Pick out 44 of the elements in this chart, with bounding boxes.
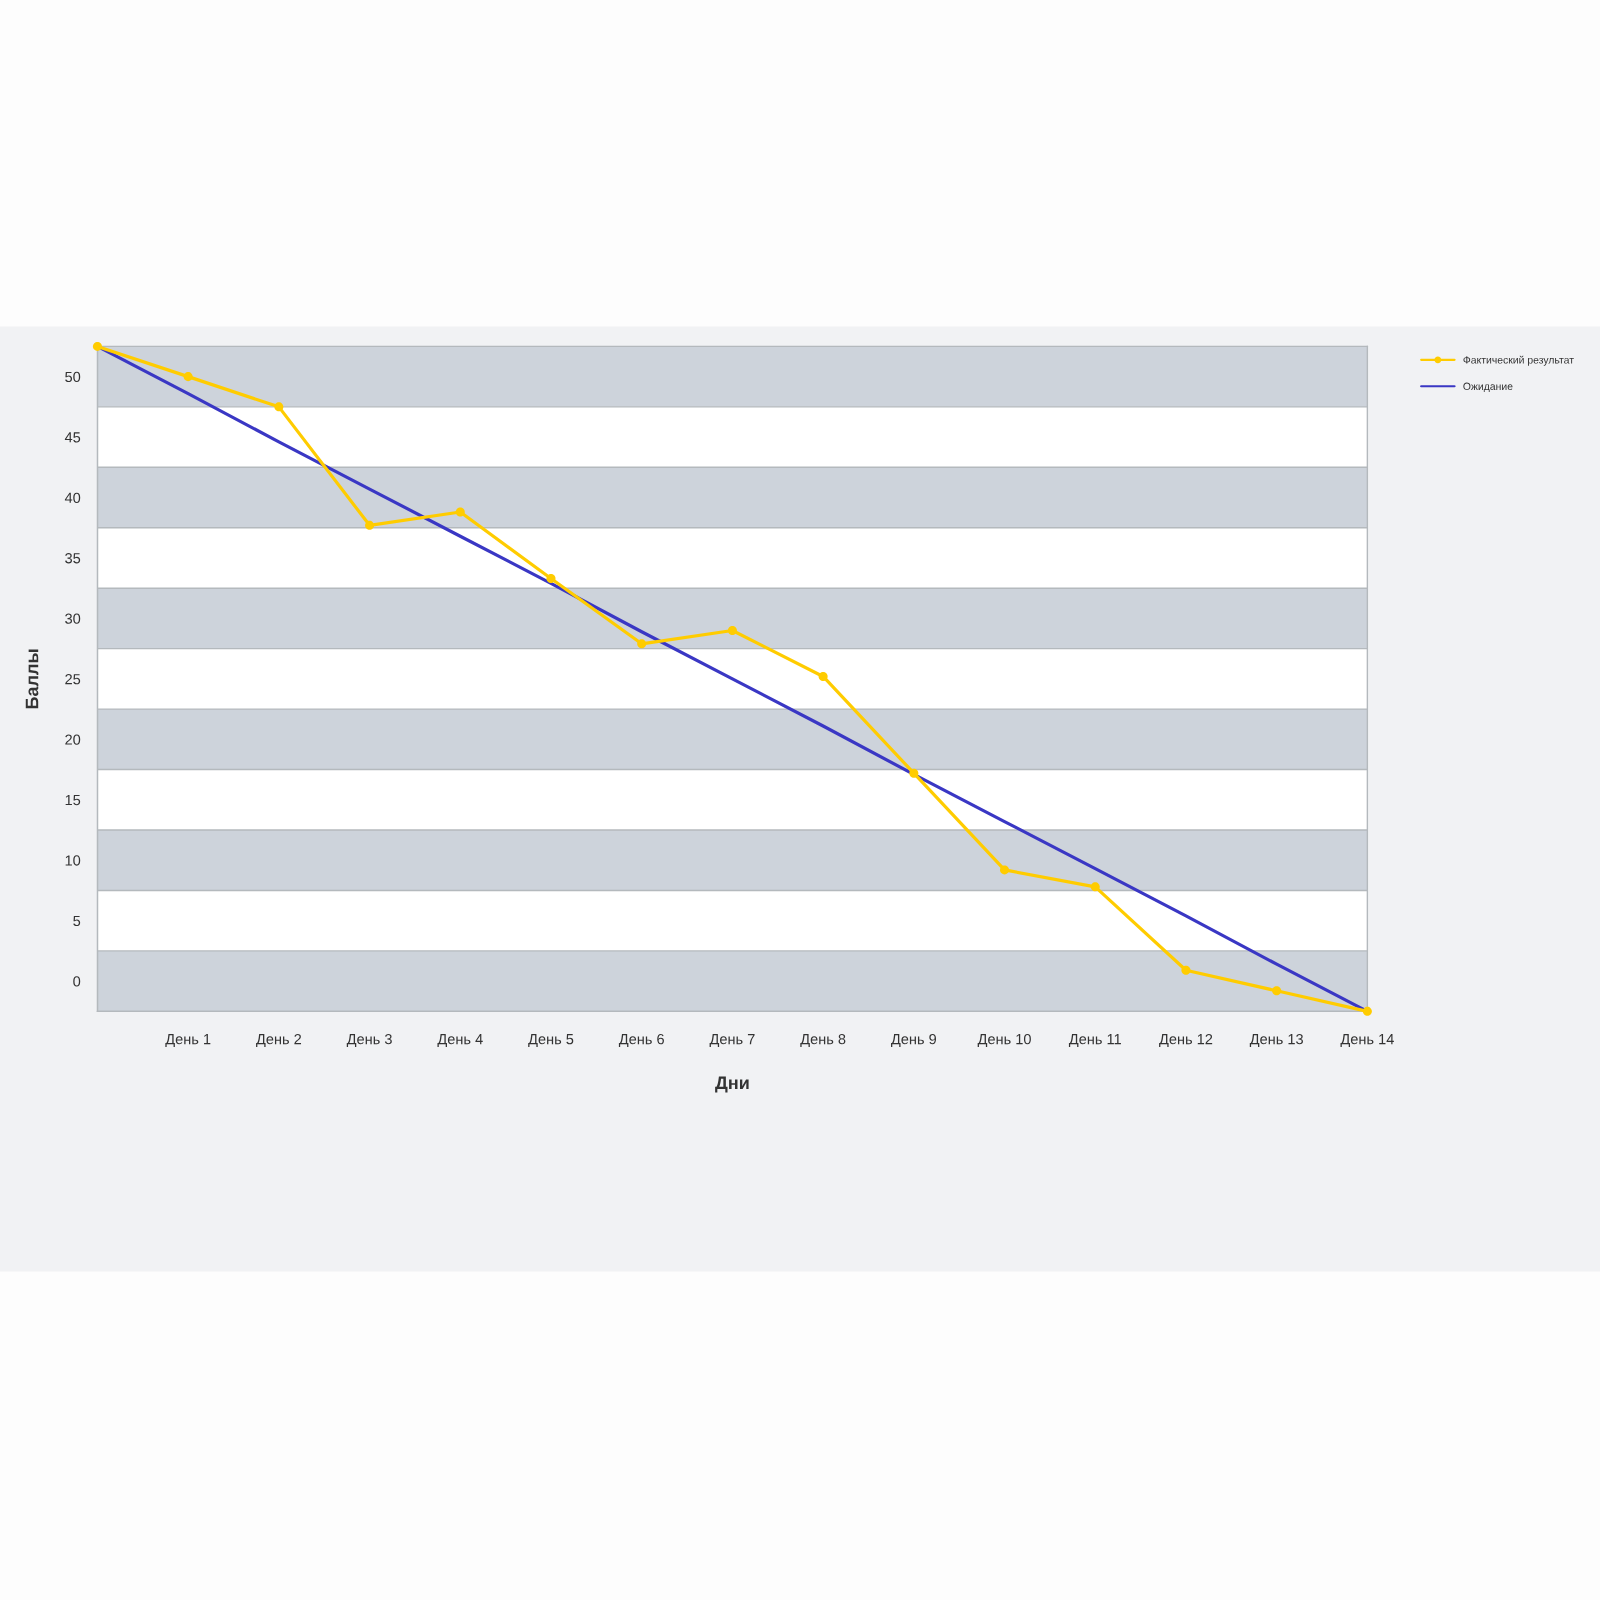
x-tick-label: День 1 [165, 1034, 211, 1048]
point [1090, 882, 1100, 892]
x-tick-label: День 12 [1159, 1033, 1213, 1048]
point [818, 671, 828, 681]
point [727, 626, 737, 636]
point [637, 639, 647, 649]
x-tick-label: День 6 [618, 1033, 664, 1048]
x-axis-title: Дни [715, 1076, 749, 1093]
y-tick-label: 45 [64, 432, 81, 443]
y-axis-title: Баллы [25, 649, 39, 709]
point [365, 520, 375, 530]
point [1362, 1006, 1372, 1016]
x-tick-label: День 11 [1068, 1034, 1121, 1048]
point [909, 768, 919, 778]
y-tick-label: 10 [65, 855, 81, 866]
y-tick-label: 5 [73, 915, 81, 927]
point [1272, 986, 1282, 996]
x-tick-label: День 13 [1249, 1033, 1303, 1048]
legend-label: Ожидание [1463, 382, 1513, 392]
x-tick-label: День 8 [800, 1033, 846, 1048]
point [1000, 865, 1010, 875]
y-tick-label: 35 [65, 553, 81, 564]
point [1181, 965, 1191, 975]
y-tick-label: 30 [65, 613, 81, 624]
y-tick-label: 40 [64, 492, 81, 503]
x-tick-label: День 7 [709, 1034, 755, 1048]
y-tick-label: 15 [65, 795, 81, 806]
x-tick-label: День 2 [256, 1033, 302, 1048]
y-tick-label: 25 [65, 673, 81, 685]
x-tick-label: День 4 [437, 1034, 483, 1048]
y-tick-label: 0 [73, 976, 81, 987]
point [183, 372, 193, 382]
y-tick-label: 20 [65, 734, 81, 745]
x-tick-label: День 14 [1340, 1034, 1394, 1048]
y-tick-label: 50 [65, 371, 81, 383]
x-tick-label: День 9 [891, 1033, 937, 1048]
x-tick-label: День 10 [977, 1033, 1031, 1048]
x-tick-label: День 5 [528, 1034, 574, 1048]
point [455, 507, 465, 517]
point [274, 402, 284, 412]
point [546, 574, 556, 584]
legend-label: Фактический результат [1463, 355, 1574, 366]
x-tick-label: День 3 [346, 1033, 392, 1048]
point [92, 341, 102, 351]
